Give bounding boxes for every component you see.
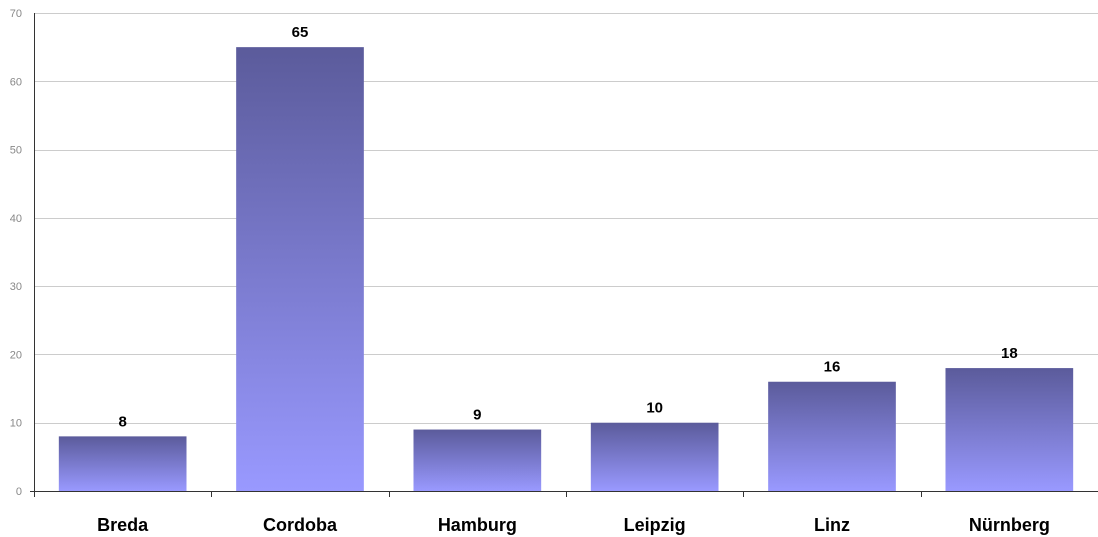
x-tick-label: Hamburg [438,515,517,535]
data-label: 9 [473,407,481,424]
bar [945,368,1074,491]
bar [413,429,542,491]
x-tick-label: Breda [97,515,149,535]
grid-lines [34,13,1098,424]
data-label: 16 [824,359,841,376]
x-tick-label: Leipzig [624,515,686,535]
x-tick-label: Cordoba [263,515,338,535]
y-tick-label: 50 [10,145,22,157]
bar [590,422,719,491]
labels: 0 10 20 30 40 50 60 70 8 Breda 65 Cordoba 9 Hamburg 10… [10,8,1050,535]
axes [30,13,1098,497]
bar [58,436,187,491]
y-tick-label: 30 [10,281,22,293]
x-tick-label: Linz [814,515,850,535]
y-tick-label: 20 [10,349,22,361]
bar [236,47,364,492]
y-tick-label: 0 [16,486,22,498]
data-label: 65 [292,24,309,41]
data-label: 8 [118,413,126,430]
y-tick-label: 70 [10,8,22,20]
bar [768,381,896,491]
y-tick-label: 10 [10,418,22,430]
data-label: 10 [646,400,663,417]
x-tick-label: Nürnberg [969,515,1050,535]
data-label: 18 [1001,345,1018,362]
y-tick-label: 40 [10,213,22,225]
y-tick-label: 60 [10,76,22,88]
bars [58,47,1074,492]
